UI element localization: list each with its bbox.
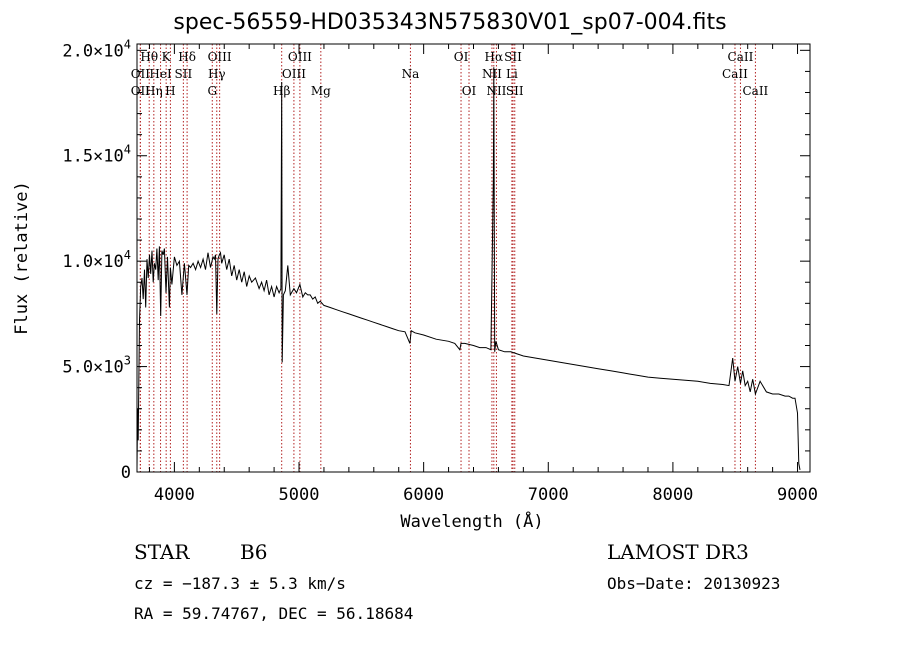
y-tick-label-10000: 1.0×104 [62, 248, 131, 272]
line-label-9: OIII [208, 50, 232, 64]
x-tick-label-6000: 6000 [403, 485, 444, 505]
line-label-27: CaII [742, 84, 768, 98]
line-label-5: HeI [149, 67, 172, 81]
object-type: STAR [134, 540, 190, 564]
x-tick-label-5000: 5000 [279, 485, 320, 505]
line-label-11: G [207, 84, 217, 98]
line-label-10: Hγ [208, 67, 226, 81]
line-label-1: Hθ [140, 50, 158, 64]
line-label-21: NII [486, 84, 506, 98]
x-tick-label-9000: 9000 [777, 485, 818, 505]
x-tick-label-4000: 4000 [154, 485, 195, 505]
plot-frame [136, 43, 811, 473]
line-label-23: Li [506, 67, 518, 81]
line-label-14: OIII [282, 67, 306, 81]
line-label-7: Hδ [178, 50, 196, 64]
plot-axes: 4000 5000 6000 7000 8000 9000 0 5.0×103 1.0×104 1… [62, 37, 818, 505]
line-label-25: CaII [728, 50, 754, 64]
y-axis-label: Flux (relative) [12, 181, 32, 335]
survey-name: LAMOST DR3 [607, 540, 749, 564]
x-axis-label: Wavelength (Å) [400, 512, 544, 532]
line-label-15: Mg [311, 84, 331, 98]
series-spectrum [136, 67, 801, 470]
line-label-19: Hα [485, 50, 504, 64]
line-label-18: OI [462, 84, 477, 98]
line-label-26: CaII [722, 67, 748, 81]
coordinates: RA = 59.74767, DEC = 56.18684 [134, 604, 414, 623]
object-subclass: B6 [240, 540, 268, 564]
spectrum-series [136, 67, 801, 470]
line-label-17: OI [454, 50, 469, 64]
y-tick-label-15000: 1.5×104 [62, 143, 131, 167]
line-label-16: Na [402, 67, 420, 81]
obs-date: Obs−Date: 20130923 [607, 574, 781, 593]
line-label-20: NII [482, 67, 502, 81]
cz-value: cz = −187.3 ± 5.3 km/s [134, 574, 346, 593]
y-tick-label-5000: 5.0×103 [62, 354, 131, 378]
chart-title: spec-56559-HD035343N575830V01_sp07-004.f… [173, 10, 727, 35]
line-label-22: SII [504, 50, 522, 64]
line-label-4: K [162, 50, 172, 64]
x-tick-label-7000: 7000 [528, 485, 569, 505]
x-tick-label-8000: 8000 [652, 485, 693, 505]
line-label-3: Hη [145, 84, 163, 98]
y-tick-label-0: 0 [121, 463, 131, 483]
spectral-line-markers [139, 44, 756, 472]
line-label-12: Hβ [273, 84, 290, 98]
line-label-13: OIII [288, 50, 312, 64]
line-label-2: OII [131, 84, 151, 98]
line-label-6: H [165, 84, 175, 98]
y-tick-label-20000: 2.0×104 [62, 37, 131, 61]
line-label-24: SII [506, 84, 524, 98]
line-label-0: OII [131, 67, 151, 81]
line-label-8: SII [175, 67, 193, 81]
